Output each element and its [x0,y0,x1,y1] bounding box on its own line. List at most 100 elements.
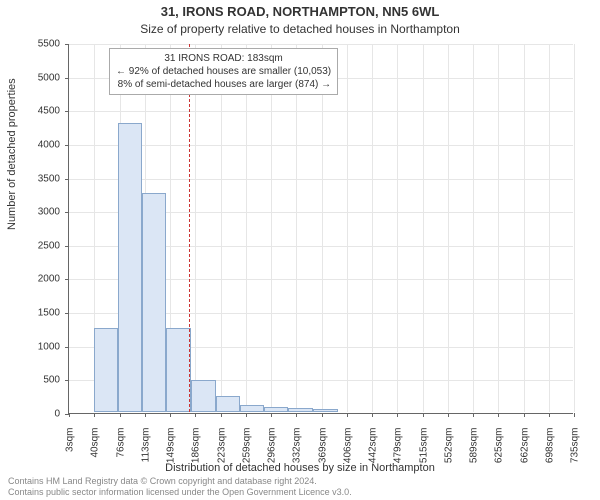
x-tick-label: 223sqm [216,428,227,476]
y-tick [65,44,69,45]
y-tick-label: 4000 [10,139,60,150]
y-tick-label: 1000 [10,341,60,352]
reference-line [189,44,190,412]
gridline-v [296,44,297,412]
x-tick-label: 40sqm [90,428,101,476]
y-tick-label: 2500 [10,240,60,251]
x-tick [423,413,424,417]
annotation-line2: ← 92% of detached houses are smaller (10… [116,65,331,78]
y-tick-label: 2000 [10,274,60,285]
y-tick [65,78,69,79]
chart-container: 31, IRONS ROAD, NORTHAMPTON, NN5 6WL Siz… [0,0,600,500]
x-tick-label: 332sqm [292,428,303,476]
x-tick-label: 149sqm [166,428,177,476]
x-tick [120,413,121,417]
x-tick [524,413,525,417]
gridline-v [549,44,550,412]
x-tick-label: 3sqm [65,428,76,476]
histogram-bar [94,328,118,412]
x-tick [549,413,550,417]
x-tick-label: 296sqm [267,428,278,476]
x-tick [473,413,474,417]
x-tick [296,413,297,417]
histogram-bar [313,409,338,412]
x-tick [195,413,196,417]
y-tick [65,246,69,247]
footer-line1: Contains HM Land Registry data © Crown c… [8,476,352,487]
x-tick-label: 113sqm [140,428,151,476]
plot-area: 31 IRONS ROAD: 183sqm ← 92% of detached … [68,44,573,414]
y-tick-label: 5000 [10,72,60,83]
gridline-v [195,44,196,412]
x-tick [170,413,171,417]
x-tick-label: 479sqm [393,428,404,476]
annotation-line3: 8% of semi-detached houses are larger (8… [116,78,331,91]
gridline-v [322,44,323,412]
gridline-v [246,44,247,412]
x-tick [347,413,348,417]
x-tick [498,413,499,417]
footer-line2: Contains public sector information licen… [8,487,352,498]
gridline-v [574,44,575,412]
y-tick-label: 500 [10,375,60,386]
y-tick-label: 1500 [10,308,60,319]
x-tick [221,413,222,417]
y-tick-label: 0 [10,409,60,420]
x-tick-label: 625sqm [494,428,505,476]
x-tick [372,413,373,417]
gridline-v [372,44,373,412]
y-tick-label: 3500 [10,173,60,184]
gridline-v [397,44,398,412]
x-tick-label: 735sqm [570,428,581,476]
x-tick [69,413,70,417]
y-tick [65,313,69,314]
x-tick-label: 552sqm [443,428,454,476]
chart-title-main: 31, IRONS ROAD, NORTHAMPTON, NN5 6WL [0,4,600,19]
x-tick-label: 186sqm [191,428,202,476]
gridline-v [271,44,272,412]
y-tick [65,380,69,381]
x-tick-label: 442sqm [368,428,379,476]
histogram-bar [216,396,240,412]
chart-title-sub: Size of property relative to detached ho… [0,22,600,36]
histogram-bar [118,123,143,412]
y-tick [65,212,69,213]
gridline-v [498,44,499,412]
x-tick-label: 406sqm [342,428,353,476]
x-tick [322,413,323,417]
x-tick [574,413,575,417]
x-tick [448,413,449,417]
x-tick-label: 259sqm [241,428,252,476]
histogram-bar [288,408,313,412]
footer-text: Contains HM Land Registry data © Crown c… [8,476,352,498]
gridline-v [524,44,525,412]
gridline-v [221,44,222,412]
gridline-v [448,44,449,412]
y-tick [65,179,69,180]
x-tick [271,413,272,417]
histogram-bar [240,405,265,412]
histogram-bar [166,328,191,412]
x-tick-label: 515sqm [418,428,429,476]
x-tick-label: 76sqm [115,428,126,476]
x-tick-label: 662sqm [519,428,530,476]
annotation-line1: 31 IRONS ROAD: 183sqm [116,52,331,65]
gridline-v [347,44,348,412]
y-tick-label: 5500 [10,39,60,50]
x-tick [145,413,146,417]
gridline-v [423,44,424,412]
x-tick [94,413,95,417]
y-tick-label: 4500 [10,106,60,117]
y-tick-label: 3000 [10,207,60,218]
y-tick [65,279,69,280]
y-tick [65,145,69,146]
x-tick-label: 369sqm [317,428,328,476]
histogram-bar [142,193,166,412]
y-tick [65,111,69,112]
gridline-v [473,44,474,412]
x-tick [397,413,398,417]
y-tick [65,347,69,348]
histogram-bar [264,407,288,412]
histogram-bar [191,380,216,412]
x-tick-label: 589sqm [469,428,480,476]
